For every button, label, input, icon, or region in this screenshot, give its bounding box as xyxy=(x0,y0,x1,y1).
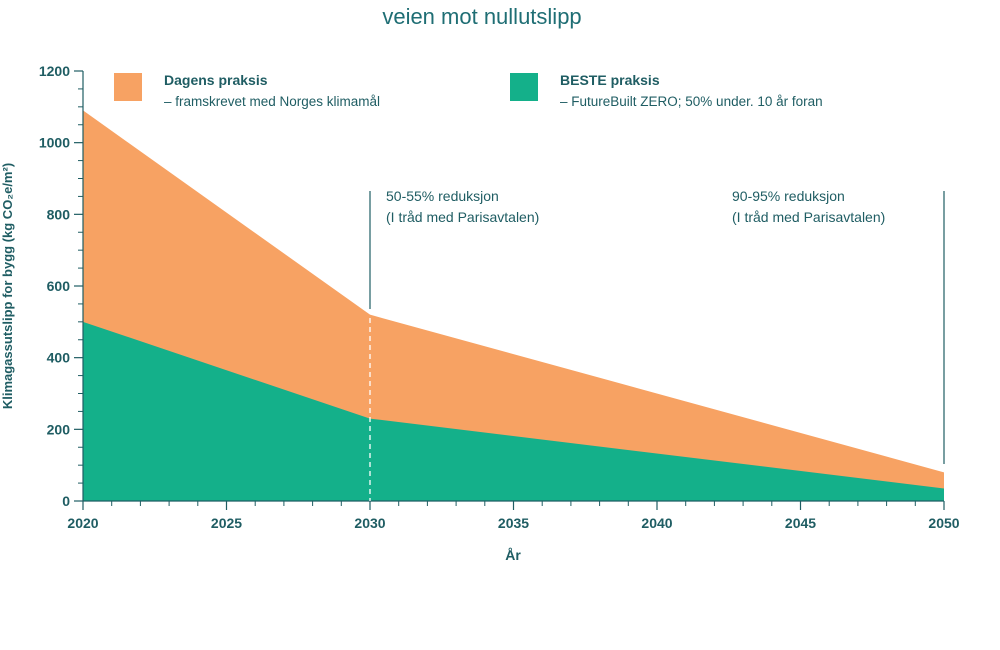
x-tick-label: 2025 xyxy=(211,515,242,531)
annotation-2050-line2: (I tråd med Parisavtalen) xyxy=(732,209,885,225)
y-axis-label: Klimagassutslipp for bygg (kg CO₂e/m²) xyxy=(0,163,15,409)
x-tick-label: 2045 xyxy=(785,515,816,531)
x-tick-label: 2030 xyxy=(354,515,385,531)
legend-sub-beste: – FutureBuilt ZERO; 50% under. 10 år for… xyxy=(560,94,823,109)
annotation-2030-line1: 50-55% reduksjon xyxy=(386,188,499,204)
x-tick-label: 2040 xyxy=(641,515,672,531)
chart-title: veien mot nullutslipp xyxy=(382,4,581,29)
x-axis-label: År xyxy=(505,547,521,563)
y-tick-label: 600 xyxy=(47,278,71,294)
y-tick-label: 0 xyxy=(62,493,70,509)
x-tick-label: 2020 xyxy=(67,515,98,531)
y-tick-label: 400 xyxy=(47,350,71,366)
legend-swatch-dagens xyxy=(114,73,142,101)
y-tick-label: 800 xyxy=(47,206,71,222)
legend-swatch-beste xyxy=(510,73,538,101)
annotation-2030-line2: (I tråd med Parisavtalen) xyxy=(386,209,539,225)
y-tick-label: 1000 xyxy=(39,135,70,151)
annotation-layer: 50-55% reduksjon (I tråd med Parisavtalen… xyxy=(369,188,945,501)
axis-ticks: 2020 2025 2030 2035 2040 2045 2050 0 200 400 600 80… xyxy=(39,63,960,531)
x-tick-label: 2035 xyxy=(498,515,529,531)
area-series-2 xyxy=(83,321,944,501)
legend: Dagens praksis – framskrevet med Norges … xyxy=(114,72,823,109)
x-tick-label: 2050 xyxy=(928,515,959,531)
legend-title-dagens: Dagens praksis xyxy=(164,72,268,88)
y-tick-label: 200 xyxy=(47,421,71,437)
legend-sub-dagens: – framskrevet med Norges klimamål xyxy=(164,94,380,109)
annotation-2050-line1: 90-95% reduksjon xyxy=(732,188,845,204)
area-layer xyxy=(83,110,944,502)
y-tick-label: 1200 xyxy=(39,63,70,79)
legend-title-beste: BESTE praksis xyxy=(560,72,660,88)
